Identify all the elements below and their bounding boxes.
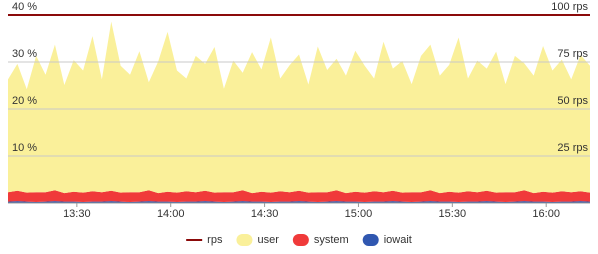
legend-item: system xyxy=(292,234,349,246)
legend-label: rps xyxy=(207,234,223,246)
legend-label: system xyxy=(314,234,349,246)
y-tick-label: 30 % xyxy=(12,48,37,60)
legend-label: iowait xyxy=(384,234,412,246)
y2-tick-label: 25 rps xyxy=(557,142,588,154)
x-tick-label: 13:30 xyxy=(63,208,91,220)
x-tick-label: 14:30 xyxy=(251,208,279,220)
legend-swatch xyxy=(236,234,253,246)
legend-label: user xyxy=(257,234,279,246)
x-tick-label: 16:00 xyxy=(532,208,560,220)
legend-swatch xyxy=(362,234,379,246)
x-tick-label: 15:30 xyxy=(439,208,467,220)
legend-item: user xyxy=(236,234,279,246)
x-tick-label: 14:00 xyxy=(157,208,185,220)
y-tick-label: 20 % xyxy=(12,95,37,107)
legend-item: iowait xyxy=(362,234,412,246)
y2-tick-label: 100 rps xyxy=(551,1,588,13)
y-tick-label: 40 % xyxy=(12,1,37,13)
x-tick-label: 15:00 xyxy=(345,208,373,220)
area-system xyxy=(8,190,590,203)
legend-swatch xyxy=(292,234,309,246)
legend-item: rps xyxy=(186,234,223,246)
y2-tick-label: 75 rps xyxy=(557,48,588,60)
area-user xyxy=(8,21,590,194)
y-tick-label: 10 % xyxy=(12,142,37,154)
legend: rps user system iowait xyxy=(186,234,412,246)
y2-tick-label: 50 rps xyxy=(557,95,588,107)
